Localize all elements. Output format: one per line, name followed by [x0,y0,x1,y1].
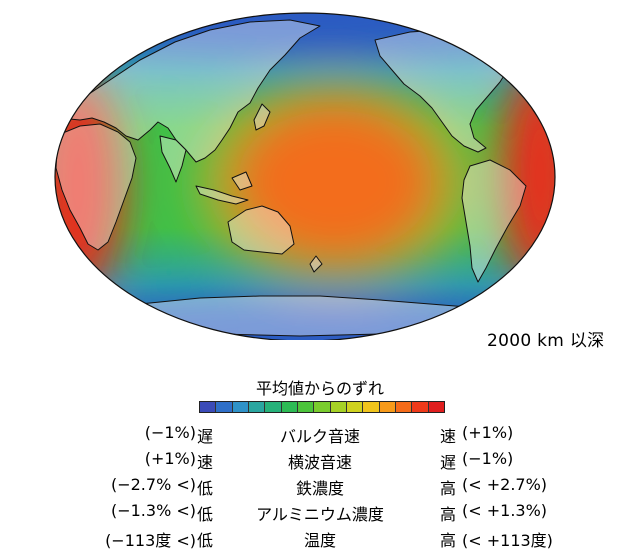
greenland-landmass [469,15,549,47]
legend-rval: (−1%) [462,449,514,468]
atlantic-anomaly [500,65,555,285]
legend-lword: 遅 [197,427,214,446]
legend-rval: (< +2.7%) [462,475,548,494]
map-outline [54,12,556,340]
legend-lval: (+1%) [144,449,196,468]
legend-row: (−1.3% <) 低 アルミニウム濃度 高 (< +1.3%) [0,501,640,524]
legend-prop: 横波音速 [287,453,353,472]
legend-title: 平均値からのずれ [255,379,384,398]
legend-prop: 温度 [303,531,337,550]
colorbar [199,401,445,413]
legend-rword: 高 [440,479,457,498]
colorbar-cell [395,402,413,412]
australia-landmass [227,205,295,255]
legend-prop: バルク音速 [279,427,361,446]
legend-lval: (−1%) [144,423,196,442]
colorbar-cell [346,402,364,412]
legend-lword: 速 [197,453,214,472]
legend-rword: 高 [440,531,457,550]
legend-lword: 低 [197,479,214,498]
world-map [54,12,556,340]
colorbar-cell [379,402,396,412]
legend-rword: 速 [440,427,457,446]
india-landmass [159,135,187,183]
legend-lval: (−1.3% <) [110,501,196,520]
legend-row: (−1%) 遅 バルク音速 速 (+1%) [0,423,640,446]
indonesia-landmass [195,185,249,205]
legend-lword: 低 [197,531,214,550]
legend-rval: (< +113度) [462,531,553,550]
depth-label: 2000 km 以深 [487,331,605,351]
legend-lval: (−2.7% <) [110,475,196,494]
colorbar-cell [330,402,347,412]
legend-rword: 高 [440,505,457,524]
legend-prop: アルミニウム濃度 [256,505,384,524]
africa-landmass [55,123,137,251]
colorbar-cell [216,402,233,412]
colorbar-cell [314,402,331,412]
eurasia-landmass [59,19,321,163]
legend-rword: 遅 [440,453,457,472]
colorbar-cell [248,402,266,412]
legend-prop: 鉄濃度 [295,479,345,498]
colorbar-cell [363,402,380,412]
legend-rval: (< +1.3%) [462,501,548,520]
colorbar-cell [412,402,429,412]
colorbar-cell [297,402,315,412]
japan-landmass [253,103,271,131]
colorbar-cell [200,402,217,412]
legend-row: (−2.7% <) 低 鉄濃度 高 (< +2.7%) [0,475,640,498]
legend-rval: (+1%) [462,423,514,442]
legend-row: (+1%) 速 横波音速 遅 (−1%) [0,449,640,472]
legend-lword: 低 [197,505,214,524]
colorbar-cell [232,402,249,412]
colorbar-cell [428,402,444,412]
south-america-landmass [461,159,527,283]
colorbar-cell [265,402,282,412]
legend-lval: (−113度 <) [105,531,196,550]
legend-row: (−113度 <) 低 温度 高 (< +113度) [0,527,640,550]
colorbar-cell [281,402,298,412]
